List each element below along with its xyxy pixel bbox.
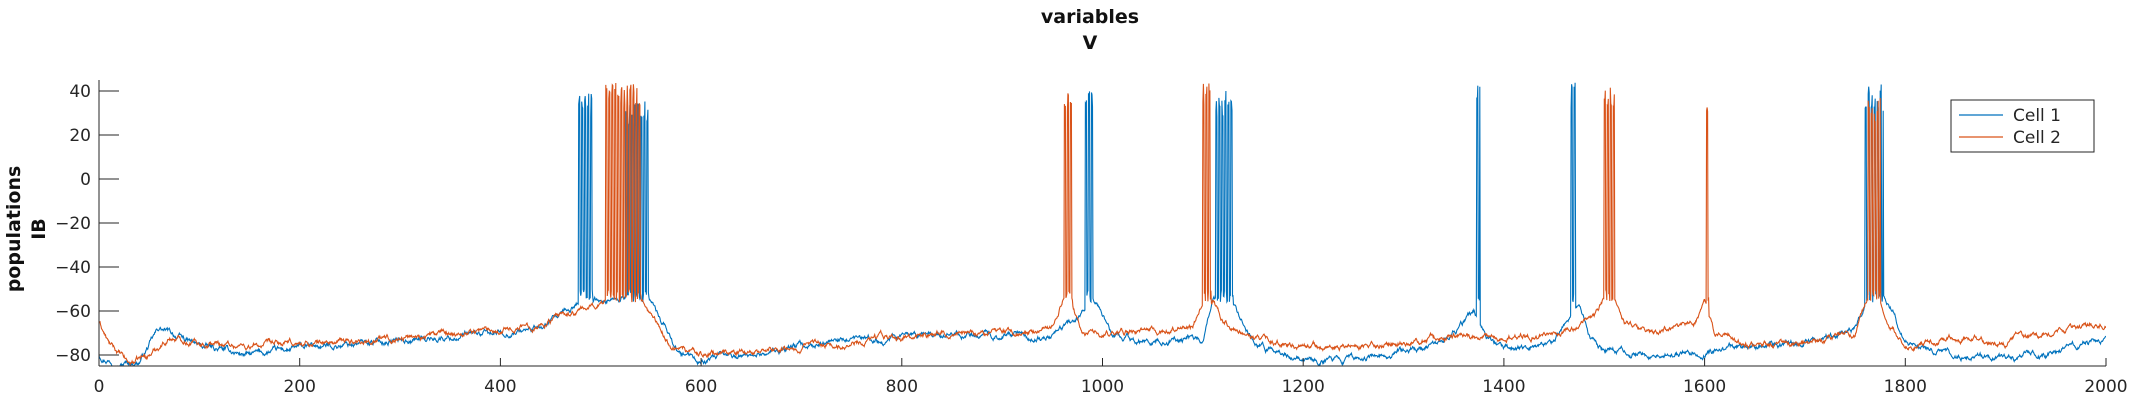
y-tick-label: −40 bbox=[55, 258, 91, 278]
series-layer bbox=[99, 82, 2106, 366]
x-tick-label: 0 bbox=[94, 377, 105, 397]
x-tick-label: 1000 bbox=[1081, 377, 1124, 397]
y-tick-label: −80 bbox=[55, 346, 91, 366]
legend-label-cell-2: Cell 2 bbox=[2013, 128, 2061, 148]
x-tick-label: 200 bbox=[283, 377, 315, 397]
x-tick-label: 1400 bbox=[1482, 377, 1525, 397]
y-tick-label: −20 bbox=[55, 214, 91, 234]
y-tick-label: 40 bbox=[69, 82, 91, 102]
ylabel-line-2: IB bbox=[28, 218, 50, 240]
chart-title: variables V bbox=[1041, 6, 1139, 54]
x-tick-label: 1800 bbox=[1884, 377, 1927, 397]
y-tick-label: 20 bbox=[69, 126, 91, 146]
x-tick-label: 400 bbox=[484, 377, 516, 397]
x-tick-label: 800 bbox=[886, 377, 918, 397]
y-tick-label: 0 bbox=[80, 170, 91, 190]
y-tick-label: −60 bbox=[55, 302, 91, 322]
series-line-cell-2 bbox=[99, 82, 2106, 366]
y-axis-label: populations IB bbox=[3, 166, 50, 293]
x-tick-label: 1600 bbox=[1683, 377, 1726, 397]
title-line-2: V bbox=[1083, 32, 1098, 54]
title-line-1: variables bbox=[1041, 6, 1139, 28]
axes: 0 200 400 600 800 1000 1200 1400 1600 1800 2000−80… bbox=[55, 80, 2128, 397]
legend-box bbox=[1950, 99, 2095, 153]
ylabel-line-1: populations bbox=[3, 166, 25, 293]
x-tick-label: 1200 bbox=[1282, 377, 1325, 397]
legend-label-cell-1: Cell 1 bbox=[2013, 106, 2061, 126]
x-tick-label: 600 bbox=[685, 377, 717, 397]
series-line-cell-1 bbox=[99, 82, 2106, 366]
x-tick-label: 2000 bbox=[2084, 377, 2127, 397]
